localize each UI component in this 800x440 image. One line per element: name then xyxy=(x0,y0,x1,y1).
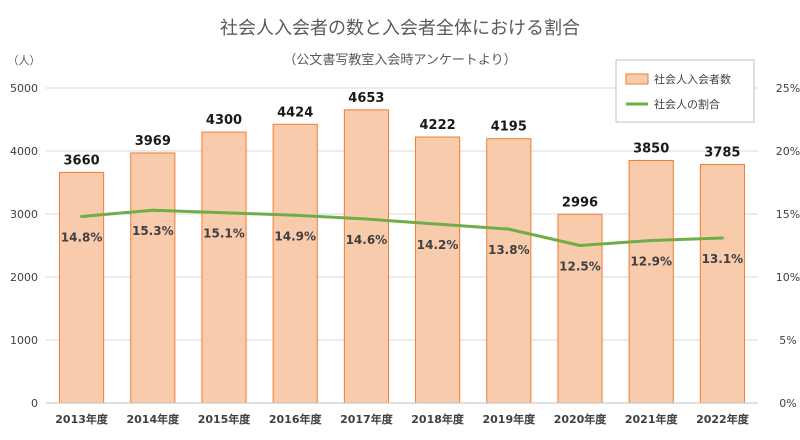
y-right-tick-label: 25% xyxy=(776,82,800,95)
ratio-value-label: 14.8% xyxy=(61,231,103,245)
x-category-label: 2022年度 xyxy=(696,412,750,426)
y-left-tick-label: 5000 xyxy=(10,82,38,95)
y-left-tick-label: 4000 xyxy=(10,145,38,158)
ratio-value-label: 15.3% xyxy=(132,224,174,238)
y-left-tick-label: 3000 xyxy=(10,208,38,221)
x-category-label: 2016年度 xyxy=(269,412,323,426)
bar-value-label: 4195 xyxy=(491,120,527,135)
bar-value-label: 4653 xyxy=(348,91,384,106)
y-left-tick-label: 2000 xyxy=(10,271,38,284)
x-category-label: 2021年度 xyxy=(625,412,679,426)
bar-value-label: 3785 xyxy=(704,146,740,161)
x-category-label: 2015年度 xyxy=(198,412,252,426)
y-left-unit-label: （人） xyxy=(8,54,41,67)
ratio-point xyxy=(649,238,653,242)
bar xyxy=(343,109,389,404)
ratio-point xyxy=(720,236,724,240)
bar xyxy=(486,138,532,404)
ratio-value-label: 12.5% xyxy=(559,260,601,274)
ratio-value-label: 14.6% xyxy=(346,233,388,247)
bar-value-label: 2996 xyxy=(562,195,598,210)
x-category-label: 2020年度 xyxy=(554,412,608,426)
x-category-label: 2019年度 xyxy=(482,412,536,426)
ratio-value-label: 12.9% xyxy=(630,254,672,268)
ratio-value-label: 14.2% xyxy=(417,238,459,252)
legend-line-label: 社会人の割合 xyxy=(654,97,720,111)
bar-value-label: 3660 xyxy=(64,153,100,168)
chart-title: 社会人入会者の数と入会者全体における割合 xyxy=(220,18,580,39)
bar xyxy=(628,159,674,404)
bar-value-label: 3850 xyxy=(633,141,669,156)
bar xyxy=(201,131,247,404)
ratio-value-label: 15.1% xyxy=(203,227,245,241)
chart-legend: 社会人入会者数 社会人の割合 xyxy=(615,59,755,123)
bar-value-label: 4424 xyxy=(277,105,313,120)
x-category-label: 2017年度 xyxy=(340,412,394,426)
ratio-line xyxy=(81,208,723,247)
bar xyxy=(59,171,105,404)
bar xyxy=(699,164,745,404)
ratio-point xyxy=(364,217,368,221)
ratio-point xyxy=(151,208,155,212)
ratio-value-label: 13.8% xyxy=(488,243,530,257)
y-right-tick-label: 15% xyxy=(776,208,800,221)
y-right-tick-label: 5% xyxy=(779,334,796,347)
bar-value-label: 4300 xyxy=(206,113,242,128)
x-category-label: 2013年度 xyxy=(55,412,109,426)
legend-bar-swatch xyxy=(625,73,649,85)
ratio-value-label: 14.9% xyxy=(274,229,316,243)
y-left-tick-label: 0 xyxy=(31,397,38,410)
y-left-tick-label: 1000 xyxy=(10,334,38,347)
chart-subtitle: （公文書写教室入会時アンケートより） xyxy=(283,52,516,68)
x-category-label: 2014年度 xyxy=(126,412,180,426)
y-right-tick-label: 20% xyxy=(776,145,800,158)
bar xyxy=(130,152,176,404)
y-right-tick-label: 0% xyxy=(779,397,796,410)
ratio-point xyxy=(80,215,84,219)
ratio-point xyxy=(507,227,511,231)
ratio-point xyxy=(578,244,582,247)
ratio-value-label: 13.1% xyxy=(702,252,744,266)
ratio-point xyxy=(436,222,440,226)
bar xyxy=(272,123,318,404)
legend-bar-label: 社会人入会者数 xyxy=(654,72,731,86)
y-right-tick-label: 10% xyxy=(776,271,800,284)
bar-value-label: 4222 xyxy=(420,118,456,133)
bar-value-label: 3969 xyxy=(135,134,171,149)
legend-box xyxy=(615,59,755,123)
ratio-point xyxy=(222,211,226,215)
ratio-point xyxy=(293,213,297,217)
x-category-label: 2018年度 xyxy=(411,412,465,426)
bar xyxy=(415,136,461,404)
